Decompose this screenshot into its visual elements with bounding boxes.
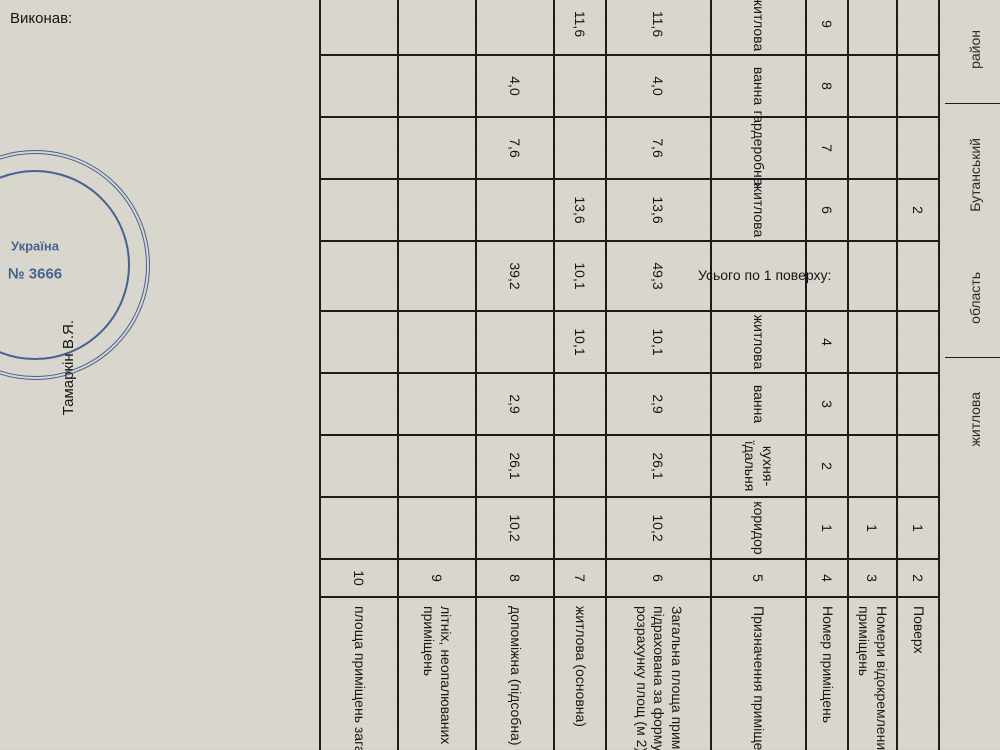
table-row-zhytlova: 35,3 25,2 11,6 13,6 10,1 10,1 7 житлова … xyxy=(553,0,605,750)
table-row-total-area: 100,2 50,9 7,0 11,6 4,0 7,6 13,6 49,3 10… xyxy=(605,0,710,750)
apartment-area-table: 2 1 2 Поверх xyxy=(319,0,940,750)
row-header-poverh: Поверх xyxy=(898,598,938,750)
table-row-room-numbers: 10 9 8 7 6 4 3 2 1 4 Номер приміщень xyxy=(805,0,847,750)
floor-number-1: 1 xyxy=(898,498,938,560)
col-span-total-floor1: Усього по 1 поверху: xyxy=(590,240,940,310)
table-row-litnix: 9 літніх, неопалюваних приміщень xyxy=(397,0,475,750)
floor-number-2: 2 xyxy=(898,180,938,242)
table-row-dopomizhna: 64,9 25,7 7,0 4,0 7,6 39,2 2,9 26,1 10,2… xyxy=(475,0,553,750)
table-row-groups: 1 3 Номери відокремлених груп приміщень xyxy=(847,0,896,750)
row-number-placeholder: 2 xyxy=(898,560,938,598)
table-row-poverh: 2 1 2 Поверх xyxy=(896,0,938,750)
document-page: Виконав: Тамаркін В.Я. Україна № 3666 ра… xyxy=(0,0,1000,750)
table-row-room-names: гардеробна житлова ванна гардеробна житл… xyxy=(710,0,805,750)
table-row-zagalnoho: 10 площа приміщень загального xyxy=(319,0,397,750)
